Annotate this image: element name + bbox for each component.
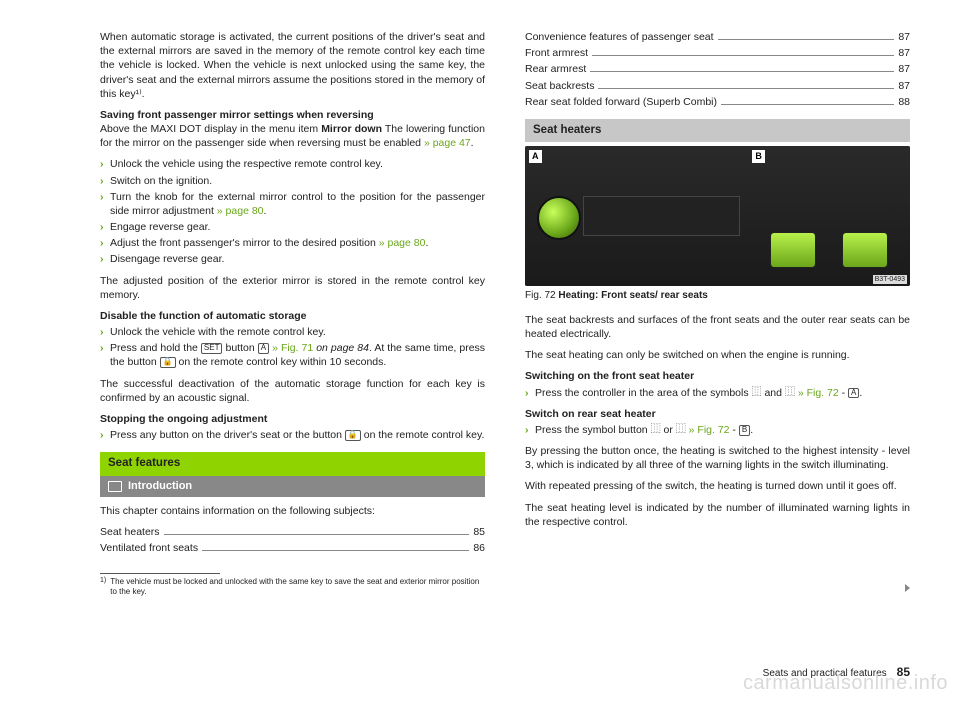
menu-item: Mirror down xyxy=(321,123,382,135)
toc-leader xyxy=(202,549,469,551)
subsection-introduction: Introduction xyxy=(100,476,485,497)
figure-caption: Fig. 72 Heating: Front seats/ rear seats xyxy=(525,289,910,303)
heading-save-mirror: Saving front passenger mirror settings w… xyxy=(100,109,374,121)
list-item: Press any button on the driver's seat or… xyxy=(100,428,485,442)
list-item: Switch on the ignition. xyxy=(100,174,485,188)
seat-heat-button-icon xyxy=(770,232,816,268)
toc-row: Convenience features of passenger seat87 xyxy=(525,30,910,44)
page-ref-80[interactable]: » page 80 xyxy=(217,205,264,217)
list-item: Engage reverse gear. xyxy=(100,220,485,234)
ref-box-b: B xyxy=(739,425,750,436)
section-seat-heaters: Seat heaters xyxy=(525,119,910,143)
figure-72: A B B3T-0493 xyxy=(525,146,910,286)
text: The seat heating level is indicated by t… xyxy=(525,501,910,529)
text: This chapter contains information on the… xyxy=(100,504,485,518)
toc-leader xyxy=(164,533,470,535)
watermark: carmanualsonline.info xyxy=(743,672,948,695)
seat-left-icon: ⿲ xyxy=(752,386,762,400)
toc-row: Seat heaters 85 xyxy=(100,525,485,539)
toc-label: Seat heaters xyxy=(100,525,160,539)
fig-label-a: A xyxy=(529,150,542,162)
fig-ref-72a[interactable]: » Fig. 72 xyxy=(798,387,839,399)
heading-front-heater: Switching on the front seat heater xyxy=(525,370,694,382)
toc-row: Rear armrest87 xyxy=(525,62,910,76)
page-ref-80b[interactable]: » page 80 xyxy=(379,237,426,249)
intro-paragraph: When automatic storage is activated, the… xyxy=(100,30,485,101)
list-item: Press and hold the SET button A » Fig. 7… xyxy=(100,341,485,369)
fig-label-b: B xyxy=(752,150,765,162)
text: The seat backrests and surfaces of the f… xyxy=(525,313,910,341)
footnote: 1) The vehicle must be locked and unlock… xyxy=(100,577,485,596)
seat-right-icon: ⿲ xyxy=(676,423,686,437)
text: Above the MAXI DOT display in the menu i… xyxy=(100,123,321,135)
lock-icon: 🔒 xyxy=(160,357,176,368)
ref-box-a: A xyxy=(848,388,859,399)
seat-right-icon: ⿲ xyxy=(785,386,795,400)
text: . xyxy=(471,137,474,149)
control-panel xyxy=(583,196,740,236)
toc-row: Ventilated front seats 86 xyxy=(100,541,485,555)
list-item: Press the symbol button ⿲ or ⿲ » Fig. 72… xyxy=(525,423,910,437)
footnote-rule xyxy=(100,573,220,574)
toc-label: Ventilated front seats xyxy=(100,541,198,555)
list-item: Unlock the vehicle using the respective … xyxy=(100,157,485,171)
heading-rear-heater: Switch on rear seat heater xyxy=(525,408,656,420)
text: With repeated pressing of the switch, th… xyxy=(525,479,910,493)
continue-arrow-icon xyxy=(905,584,910,592)
toc-row: Rear seat folded forward (Superb Combi)8… xyxy=(525,95,910,109)
page-ref-47[interactable]: » page 47 xyxy=(424,137,471,149)
heading-stop-adjustment: Stopping the ongoing adjustment xyxy=(100,413,267,425)
text: The adjusted position of the exterior mi… xyxy=(100,274,485,302)
toc-row: Seat backrests87 xyxy=(525,79,910,93)
list-item: Press the controller in the area of the … xyxy=(525,386,910,400)
toc-row: Front armrest87 xyxy=(525,46,910,60)
list-item: Unlock the vehicle with the remote contr… xyxy=(100,325,485,339)
fig-ref-72b[interactable]: » Fig. 72 xyxy=(689,424,730,436)
set-button-icon: SET xyxy=(201,343,223,354)
lock-icon: 🔒 xyxy=(345,430,361,441)
toc-page: 86 xyxy=(473,541,485,555)
book-icon xyxy=(108,481,122,492)
knob-icon xyxy=(537,196,581,240)
text: The successful deactivation of the autom… xyxy=(100,377,485,405)
toc-page: 85 xyxy=(473,525,485,539)
list-item: Adjust the front passenger's mirror to t… xyxy=(100,236,485,250)
list-item: Disengage reverse gear. xyxy=(100,252,485,266)
section-seat-features: Seat features xyxy=(100,452,485,476)
figure-id: B3T-0493 xyxy=(873,275,907,284)
text: The seat heating can only be switched on… xyxy=(525,348,910,362)
seat-heat-button-icon xyxy=(842,232,888,268)
ref-box-a: A xyxy=(258,343,269,354)
heading-disable-storage: Disable the function of automatic storag… xyxy=(100,310,307,322)
seat-left-icon: ⿲ xyxy=(651,423,661,437)
list-item: Turn the knob for the external mirror co… xyxy=(100,190,485,218)
text: By pressing the button once, the heating… xyxy=(525,444,910,472)
fig-ref-71[interactable]: » Fig. 71 xyxy=(272,342,313,354)
